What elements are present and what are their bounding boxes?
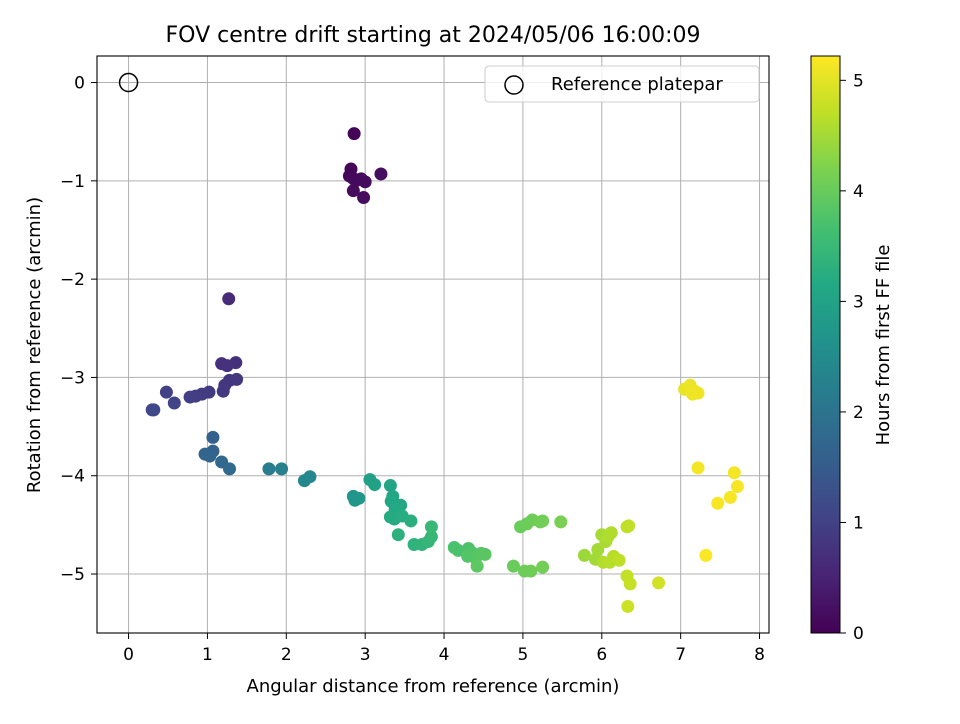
x-tick-label: 0 [123,645,134,665]
data-point [524,564,538,578]
data-point [652,576,666,590]
data-point [223,462,237,476]
x-tick-label: 6 [596,645,607,665]
reference-marker-group [118,72,139,93]
x-tick-label: 5 [518,645,529,665]
data-point [216,384,230,398]
plot-frame [96,55,770,634]
y-tick-label: −5 [60,565,85,585]
x-tick-label: 8 [754,645,765,665]
data-point [222,292,236,306]
y-tick-label: −2 [60,270,85,290]
data-point [374,167,388,181]
x-tick-label: 4 [439,645,450,665]
chart-title: FOV centre drift starting at 2024/05/06 … [166,23,701,48]
data-point [275,462,289,476]
colorbar-tick-label: 3 [853,292,864,312]
data-point [346,184,360,198]
y-tick-label: 0 [74,74,85,94]
data-point [699,548,713,562]
data-point [230,372,244,386]
colorbar-label: Hours from first FF file [873,245,894,446]
data-point [358,175,372,189]
data-point [451,543,465,557]
data-point [730,480,744,494]
data-point [347,127,361,141]
data-point [383,479,397,493]
data-point [604,526,618,540]
data-point [691,386,705,400]
data-point [424,530,438,544]
y-tick-label: −4 [60,467,85,487]
data-point [167,396,181,410]
legend-box [484,65,760,103]
data-point [220,359,234,373]
data-point [554,515,568,529]
data-point [159,385,173,399]
data-point [357,191,371,205]
x-axis-ticks: 0 1 2 3 4 5 6 7 8 [123,633,765,665]
x-tick-label: 1 [202,645,213,665]
y-axis-label: Rotation from reference (arcmin) [24,197,45,493]
data-point [612,553,626,567]
data-point [404,514,418,528]
data-point [262,462,276,476]
x-tick-label: 2 [281,645,292,665]
data-point [348,493,362,507]
y-tick-label: −1 [60,172,85,192]
y-tick-label: −3 [60,368,85,388]
colorbar-tick-label: 2 [853,403,864,423]
data-point [183,390,197,404]
data-point [478,547,492,561]
data-point [723,490,737,504]
data-point [577,548,591,562]
data-point [622,519,636,533]
data-point [470,559,484,573]
colorbar [810,55,841,634]
colorbar-tick-label: 0 [853,624,864,644]
data-point [391,528,405,542]
colorbar-tick-label: 4 [853,182,864,202]
data-point [368,478,382,492]
data-point [424,520,438,534]
data-point [536,560,550,574]
x-tick-label: 3 [360,645,371,665]
data-point [591,542,605,556]
data-point [206,430,220,444]
data-point [297,474,311,488]
scatter-points [145,127,744,613]
data-point [711,496,725,510]
colorbar-tick-label: 1 [853,513,864,533]
legend: Reference platepar [484,65,760,103]
data-point [727,466,741,480]
data-point [623,577,637,591]
data-point [621,599,635,613]
y-axis-ticks: 0 −1 −2 −3 −4 −5 [60,74,97,585]
data-point [203,449,217,463]
legend-marker-reference [504,75,524,95]
colorbar-ticks: 0 1 2 3 4 5 [840,71,864,644]
data-point [506,559,520,573]
data-point [145,403,159,417]
data-point [691,461,705,475]
reference-platepar-marker [118,72,139,93]
colorbar-tick-label: 5 [853,71,864,91]
data-point [536,514,550,528]
x-tick-label: 7 [675,645,686,665]
x-axis-label: Angular distance from reference (arcmin) [247,676,620,697]
plot-area [97,56,769,633]
legend-entry-reference: Reference platepar [551,74,723,95]
